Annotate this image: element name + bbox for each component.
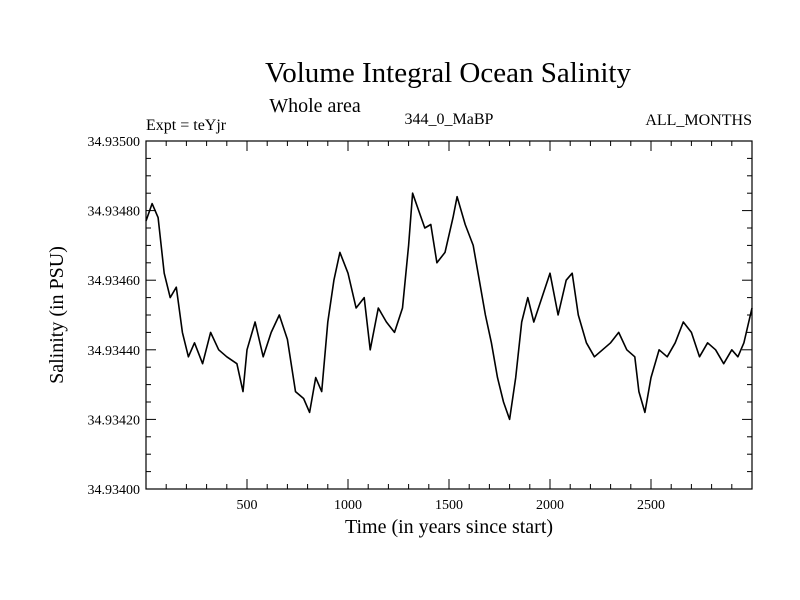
center-label: 344_0_MaBP bbox=[405, 111, 494, 128]
y-axis-label: Salinity (in PSU) bbox=[46, 246, 68, 384]
x-tick-label: 1000 bbox=[334, 498, 362, 513]
right-label: ALL_MONTHS bbox=[645, 112, 752, 129]
salinity-series-line bbox=[145, 192, 753, 421]
y-tick-label: 34.93400 bbox=[88, 483, 141, 498]
y-tick-label: 34.93480 bbox=[88, 205, 141, 220]
y-tick-label: 34.93440 bbox=[88, 344, 141, 359]
x-tick-label: 2500 bbox=[637, 498, 665, 513]
plot-area: 500 1000 1500 2000 2500 34.9340034.9342034.9… bbox=[88, 135, 753, 513]
expt-label: Expt = teYjr bbox=[146, 117, 227, 134]
x-tick-label: 500 bbox=[237, 498, 258, 513]
x-tick-label: 1500 bbox=[435, 498, 463, 513]
chart-title: Volume Integral Ocean Salinity bbox=[265, 57, 631, 89]
plot-frame bbox=[145, 140, 753, 490]
chart-subtitle: Whole area bbox=[269, 95, 361, 117]
x-axis-ticks: 500 1000 1500 2000 2500 bbox=[165, 141, 733, 513]
y-tick-label: 34.93420 bbox=[88, 413, 141, 428]
y-tick-label: 34.93500 bbox=[88, 135, 141, 150]
x-axis-label: Time (in years since start) bbox=[345, 516, 553, 538]
y-tick-label: 34.93460 bbox=[88, 274, 141, 289]
y-axis-ticks: 34.93400 34.93420 34.93440 34.93460 34.93480… bbox=[88, 135, 752, 498]
x-tick-label: 2000 bbox=[536, 498, 564, 513]
